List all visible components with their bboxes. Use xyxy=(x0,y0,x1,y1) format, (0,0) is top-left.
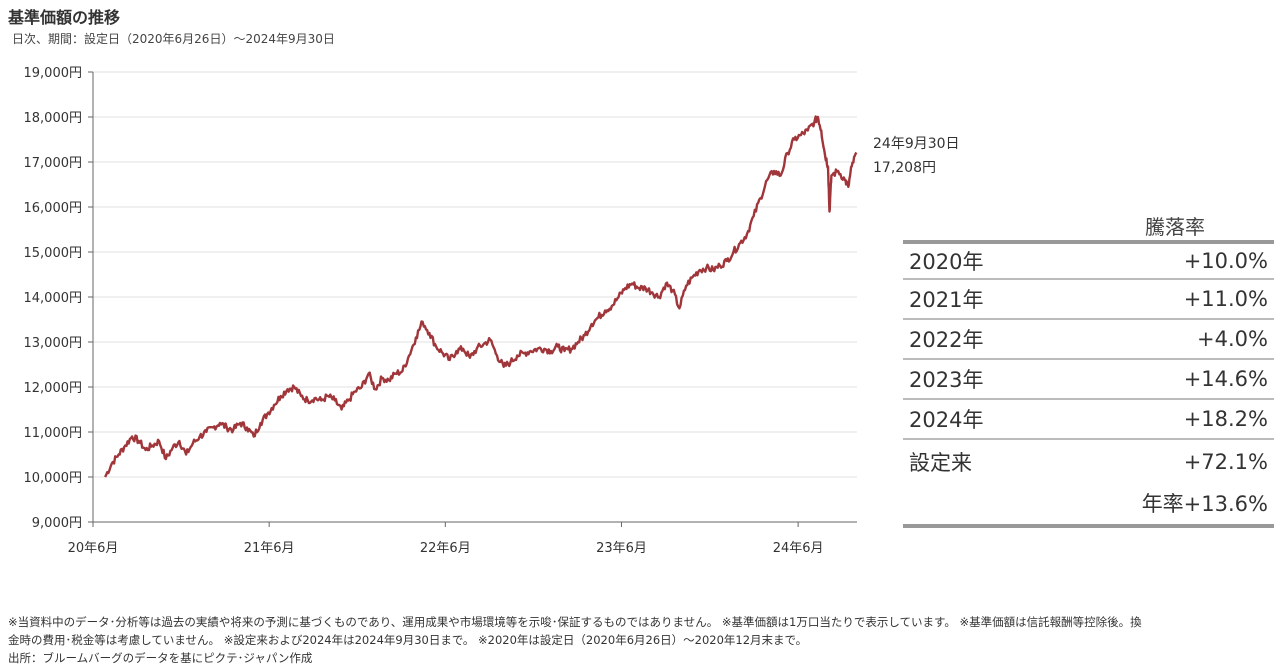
returns-row: 2021年 +11.0% xyxy=(903,280,1274,320)
returns-table: 2020年 +10.0% 2021年 +11.0% 2022年 +4.0% 20… xyxy=(903,240,1274,528)
returns-row-label: 2023年 xyxy=(909,368,984,392)
x-tick-labels: 20年6月 21年6月 22年6月 23年6月 24年6月 xyxy=(68,541,824,556)
y-tick-label: 9,000円 xyxy=(32,516,82,531)
returns-row: 2020年 +10.0% xyxy=(903,240,1274,280)
footnote-line-3: 出所：ブルームバーグのデータを基にピクテ･ジャパン作成 xyxy=(8,651,313,665)
footnote-line-1: ※当資料中のデータ･分析等は過去の実績や将来の予測に基づくものであり、運用成果や… xyxy=(8,615,1142,629)
last-point-date: 24年9月30日 xyxy=(873,136,960,152)
footnote-line-2: 金時の費用･税金等は考慮していません。 ※設定来および2024年は2024年9月… xyxy=(8,633,808,647)
since-inception-value: +72.1% xyxy=(1183,450,1268,474)
chart-subtitle: 日次、期間：設定日（2020年6月26日）～2024年9月30日 xyxy=(12,32,335,46)
series-layer xyxy=(104,115,858,478)
x-tick-label: 23年6月 xyxy=(596,541,647,556)
x-tick-label: 20年6月 xyxy=(68,541,119,556)
returns-row-value: +10.0% xyxy=(1183,249,1268,273)
axes xyxy=(88,71,857,527)
nav-line-chart: 9,000円 10,000円 11,000円 12,000円 13,000円 14,000… xyxy=(24,66,858,556)
since-inception-label: 設定来 xyxy=(909,451,972,475)
returns-row-label: 2022年 xyxy=(909,328,984,352)
returns-row-value: +14.6% xyxy=(1183,367,1268,391)
y-tick-label: 16,000円 xyxy=(24,201,83,216)
chart-title: 基準価額の推移 xyxy=(8,8,121,27)
y-tick-label: 12,000円 xyxy=(24,381,83,396)
returns-row-value: +4.0% xyxy=(1197,327,1268,351)
last-point-value: 17,208円 xyxy=(873,160,936,176)
y-tick-label: 17,000円 xyxy=(24,156,83,171)
returns-row-label: 2021年 xyxy=(909,288,984,312)
returns-row-value: +11.0% xyxy=(1183,287,1268,311)
x-tick-label: 21年6月 xyxy=(244,541,295,556)
returns-row-value: +18.2% xyxy=(1183,407,1268,431)
returns-row: 2023年 +14.6% xyxy=(903,360,1274,400)
y-tick-labels: 9,000円 10,000円 11,000円 12,000円 13,000円 14,000… xyxy=(24,66,83,531)
grid-lines xyxy=(93,71,857,478)
y-tick-label: 13,000円 xyxy=(24,336,83,351)
returns-row-label: 2020年 xyxy=(909,250,984,274)
nav-series-line xyxy=(104,115,858,478)
x-tick-label: 24年6月 xyxy=(773,541,824,556)
returns-row-since-inception: 設定来 +72.1% xyxy=(903,440,1274,484)
y-tick-label: 10,000円 xyxy=(24,471,83,486)
returns-table-header: 騰落率 xyxy=(1145,215,1205,239)
y-tick-label: 18,000円 xyxy=(24,111,83,126)
returns-row: 2022年 +4.0% xyxy=(903,320,1274,360)
y-tick-label: 19,000円 xyxy=(24,66,83,81)
y-tick-label: 11,000円 xyxy=(24,426,83,441)
returns-row: 2024年 +18.2% xyxy=(903,400,1274,440)
returns-row-label: 2024年 xyxy=(909,408,984,432)
x-tick-label: 22年6月 xyxy=(420,541,471,556)
y-tick-label: 15,000円 xyxy=(24,246,83,261)
annualized-return: 年率+13.6% xyxy=(903,484,1274,528)
y-tick-label: 14,000円 xyxy=(24,291,83,306)
